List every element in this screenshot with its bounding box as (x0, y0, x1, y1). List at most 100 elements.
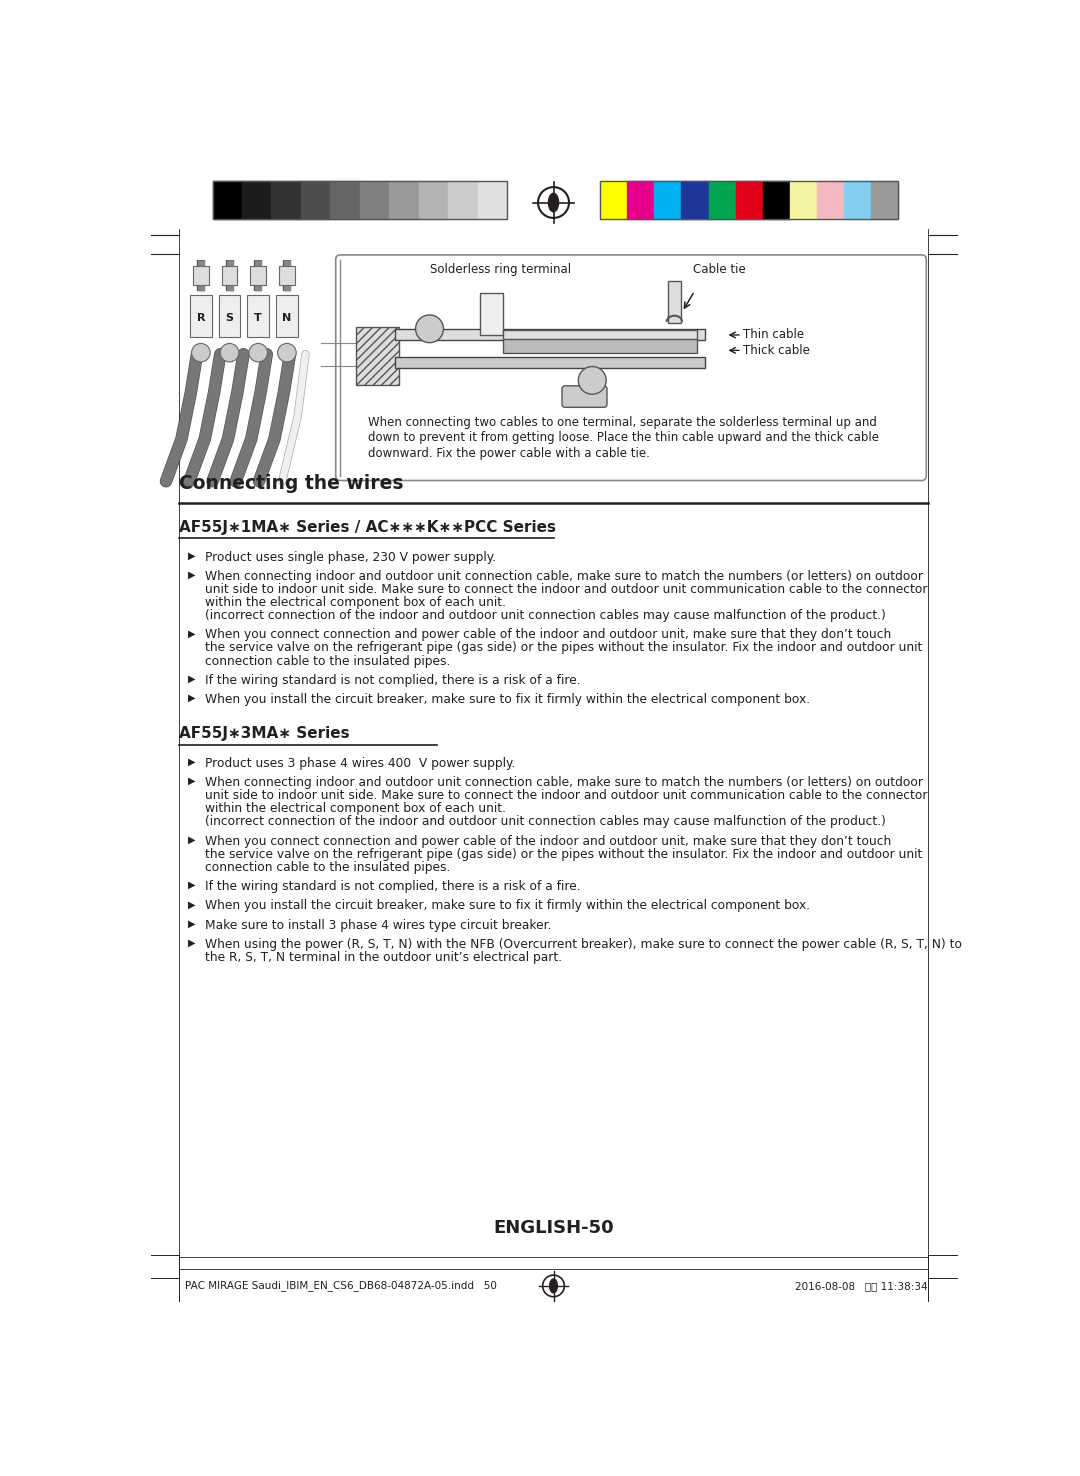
Bar (845, 182, 872, 220)
Ellipse shape (549, 193, 558, 211)
Text: AF55J∗1MA∗ Series / AC∗∗∗K∗∗PCC Series: AF55J∗1MA∗ Series / AC∗∗∗K∗∗PCC Series (179, 520, 556, 534)
Text: When you connect connection and power cable of the indoor and outdoor unit, make: When you connect connection and power ca… (205, 629, 891, 642)
Text: down to prevent it from getting loose. Place the thin cable upward and the thick: down to prevent it from getting loose. P… (367, 431, 878, 444)
Bar (600, 182, 899, 220)
Text: If the wiring standard is not complied, there is a risk of a fire.: If the wiring standard is not complied, … (205, 673, 580, 686)
Text: When connecting indoor and outdoor unit connection cable, make sure to match the: When connecting indoor and outdoor unit … (205, 776, 922, 790)
Bar (213, 182, 507, 220)
Bar (816, 182, 845, 220)
Bar (360, 182, 389, 220)
Text: ▶: ▶ (188, 937, 195, 948)
Text: Solderless ring terminal: Solderless ring terminal (430, 263, 570, 276)
Text: ▶: ▶ (188, 551, 195, 561)
FancyBboxPatch shape (562, 385, 607, 407)
Text: Cable tie: Cable tie (693, 263, 746, 276)
Bar (789, 182, 816, 220)
Bar (242, 182, 271, 220)
Bar (872, 182, 899, 220)
Text: unit side to indoor unit side. Make sure to connect the indoor and outdoor unit : unit side to indoor unit side. Make sure… (205, 583, 928, 596)
Text: R: R (197, 313, 205, 323)
Bar (389, 182, 419, 220)
Text: unit side to indoor unit side. Make sure to connect the indoor and outdoor unit : unit side to indoor unit side. Make sure… (205, 790, 928, 803)
Text: the R, S, T, N terminal in the outdoor unit’s electrical part.: the R, S, T, N terminal in the outdoor u… (205, 951, 562, 964)
Bar (394, 329, 704, 341)
Bar (193, 266, 208, 285)
Text: ▶: ▶ (188, 629, 195, 638)
Bar (480, 292, 503, 335)
Text: When connecting two cables to one terminal, separate the solderless terminal up : When connecting two cables to one termin… (367, 416, 876, 430)
Text: within the electrical component box of each unit.: within the electrical component box of e… (205, 803, 505, 815)
Text: T: T (255, 313, 262, 323)
Text: ENGLISH-50: ENGLISH-50 (494, 1219, 613, 1237)
Text: N: N (282, 313, 292, 323)
Text: ▶: ▶ (188, 776, 195, 787)
Text: 2016-08-08   오전 11:38:34: 2016-08-08 오전 11:38:34 (795, 1281, 928, 1292)
Bar (600, 182, 627, 220)
Text: If the wiring standard is not complied, there is a risk of a fire.: If the wiring standard is not complied, … (205, 880, 580, 893)
Bar (394, 357, 704, 368)
Text: Product uses 3 phase 4 wires 400  V power supply.: Product uses 3 phase 4 wires 400 V power… (205, 757, 515, 770)
Circle shape (578, 366, 606, 394)
Bar (213, 182, 242, 220)
Circle shape (191, 344, 211, 362)
Text: When you connect connection and power cable of the indoor and outdoor unit, make: When you connect connection and power ca… (205, 835, 891, 847)
Text: ▶: ▶ (188, 899, 195, 909)
Bar (279, 266, 295, 285)
Text: connection cable to the insulated pipes.: connection cable to the insulated pipes. (205, 861, 450, 874)
Circle shape (248, 344, 268, 362)
Text: ▶: ▶ (188, 918, 195, 928)
Bar (708, 182, 735, 220)
Text: PAC MIRAGE Saudi_IBIM_EN_CS6_DB68-04872A-05.indd   50: PAC MIRAGE Saudi_IBIM_EN_CS6_DB68-04872A… (186, 1281, 497, 1292)
Bar (301, 182, 330, 220)
Bar (681, 182, 708, 220)
Bar (218, 295, 241, 338)
Bar (221, 266, 238, 285)
Text: Thick cable: Thick cable (743, 344, 810, 357)
Text: AF55J∗3MA∗ Series: AF55J∗3MA∗ Series (179, 726, 350, 741)
Text: connection cable to the insulated pipes.: connection cable to the insulated pipes. (205, 654, 450, 667)
Bar (735, 182, 762, 220)
Circle shape (416, 314, 444, 342)
Text: the service valve on the refrigerant pipe (gas side) or the pipes without the in: the service valve on the refrigerant pip… (205, 847, 922, 861)
Text: ▶: ▶ (188, 880, 195, 890)
FancyBboxPatch shape (336, 255, 927, 481)
Bar (330, 182, 360, 220)
Bar (190, 295, 212, 338)
Bar (419, 182, 448, 220)
Text: Product uses single phase, 230 V power supply.: Product uses single phase, 230 V power s… (205, 551, 496, 564)
Bar (356, 328, 399, 385)
Circle shape (220, 344, 239, 362)
Text: S: S (226, 313, 233, 323)
Text: ▶: ▶ (188, 673, 195, 683)
Text: Make sure to install 3 phase 4 wires type circuit breaker.: Make sure to install 3 phase 4 wires typ… (205, 918, 551, 931)
Text: within the electrical component box of each unit.: within the electrical component box of e… (205, 596, 505, 610)
Bar (627, 182, 654, 220)
Bar (477, 182, 507, 220)
Bar (247, 295, 269, 338)
Text: When you install the circuit breaker, make sure to fix it firmly within the elec: When you install the circuit breaker, ma… (205, 899, 810, 912)
Bar (251, 266, 266, 285)
Text: When using the power (R, S, T, N) with the NFB (Overcurrent breaker), make sure : When using the power (R, S, T, N) with t… (205, 937, 962, 951)
Circle shape (278, 344, 296, 362)
Text: When you install the circuit breaker, make sure to fix it firmly within the elec: When you install the circuit breaker, ma… (205, 694, 810, 706)
Text: ▶: ▶ (188, 694, 195, 703)
Bar (503, 331, 697, 341)
Bar (762, 182, 789, 220)
Bar (503, 339, 697, 353)
Text: (incorrect connection of the indoor and outdoor unit connection cables may cause: (incorrect connection of the indoor and … (205, 815, 886, 828)
Bar (448, 182, 477, 220)
Ellipse shape (550, 1280, 557, 1293)
Text: When connecting indoor and outdoor unit connection cable, make sure to match the: When connecting indoor and outdoor unit … (205, 570, 922, 583)
Text: (incorrect connection of the indoor and outdoor unit connection cables may cause: (incorrect connection of the indoor and … (205, 610, 886, 621)
Text: ▶: ▶ (188, 757, 195, 768)
Text: ▶: ▶ (188, 570, 195, 580)
Text: Thin cable: Thin cable (743, 329, 805, 341)
Bar (654, 182, 681, 220)
Bar (271, 182, 301, 220)
Bar (276, 295, 298, 338)
Bar (669, 280, 680, 323)
Text: the service valve on the refrigerant pipe (gas side) or the pipes without the in: the service valve on the refrigerant pip… (205, 642, 922, 654)
Text: downward. Fix the power cable with a cable tie.: downward. Fix the power cable with a cab… (367, 447, 649, 459)
Text: Connecting the wires: Connecting the wires (179, 474, 404, 493)
Text: ▶: ▶ (188, 835, 195, 844)
